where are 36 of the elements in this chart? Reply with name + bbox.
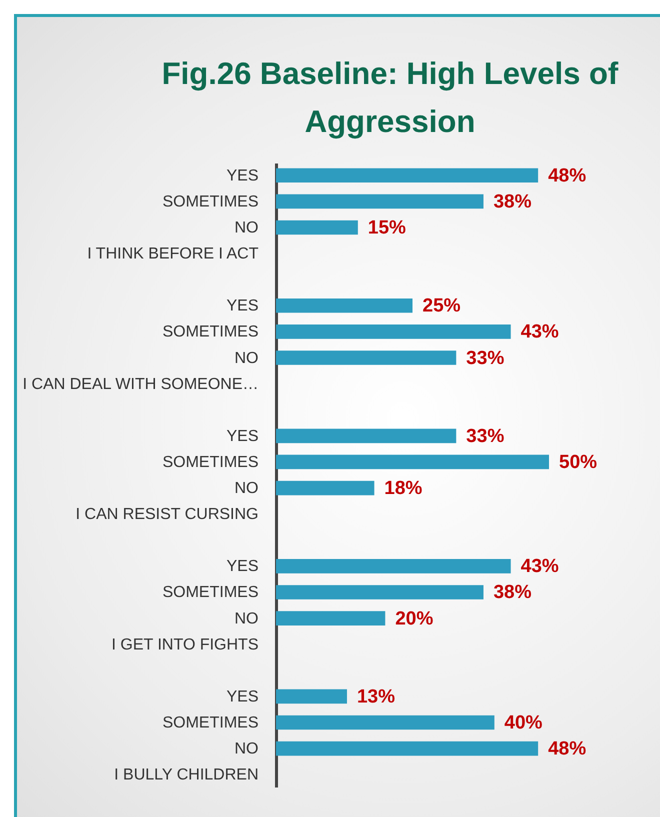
y-tick-label: SOMETIMES: [162, 714, 258, 732]
data-label: 50%: [559, 452, 598, 473]
data-label: 43%: [520, 322, 559, 343]
data-label: 40%: [504, 712, 543, 734]
data-label: 48%: [548, 738, 586, 760]
y-tick-label: I THINK BEFORE I ACT: [87, 246, 259, 263]
data-label: 20%: [395, 608, 434, 630]
y-tick-label: I CAN DEAL WITH SOMEONE…: [22, 376, 258, 393]
y-tick-label: YES: [226, 428, 258, 445]
data-label: 38%: [493, 191, 532, 212]
y-tick-label: NO: [234, 480, 258, 498]
y-tick-label: NO: [234, 350, 258, 367]
data-label: 18%: [384, 478, 422, 500]
y-tick-label: I CAN RESIST CURSING: [76, 506, 258, 524]
y-tick-label: YES: [226, 298, 258, 315]
y-tick-label: SOMETIMES: [162, 584, 258, 602]
y-tick-label: I GET INTO FIGHTS: [112, 636, 258, 654]
y-tick-label: YES: [226, 558, 258, 576]
data-label: 13%: [356, 686, 396, 708]
y-tick-label: SOMETIMES: [162, 193, 258, 210]
y-tick-label: SOMETIMES: [162, 454, 258, 471]
y-tick-label: YES: [226, 688, 258, 706]
y-tick-label: NO: [234, 610, 258, 628]
y-tick-label: YES: [226, 167, 258, 184]
data-label: 25%: [422, 296, 461, 317]
data-label: 43%: [520, 556, 559, 578]
data-label: 48%: [548, 165, 586, 186]
data-label: 33%: [466, 348, 504, 369]
data-label: 33%: [466, 426, 504, 447]
y-tick-label: I BULLY CHILDREN: [114, 766, 258, 784]
data-label: 15%: [368, 217, 406, 238]
y-tick-label: SOMETIMES: [162, 324, 258, 341]
data-label: 38%: [493, 582, 532, 604]
chart-title: Fig.26 Baseline: High Levels of Aggression: [160, 55, 620, 141]
y-tick-label: NO: [234, 740, 258, 758]
y-tick-label: NO: [234, 219, 258, 236]
